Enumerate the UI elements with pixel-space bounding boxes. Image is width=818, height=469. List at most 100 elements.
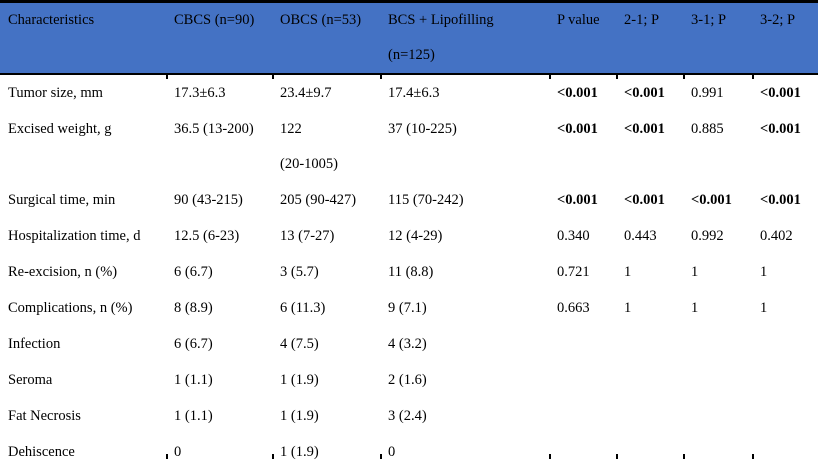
column-divider-tick	[683, 74, 685, 79]
p-3-2-cell	[752, 398, 818, 434]
obcs-value-cell: 4 (7.5)	[280, 336, 319, 352]
bcs-lipofilling-value-cell: 0	[388, 444, 396, 460]
p-3-1-cell: 0.992	[691, 228, 724, 244]
table-row: Surgical time, min 90 (43-215) 205 (90-4…	[0, 182, 818, 218]
column-header-p-3-2: 3-2; P	[752, 1, 818, 75]
cbcs-value-cell: 1 (1.1)	[174, 372, 213, 388]
p-value-cell	[549, 398, 616, 434]
column-header-p-3-1: 3-1; P	[683, 1, 752, 75]
column-header-bcs-lipofilling: BCS + Lipofilling (n=125)	[380, 1, 549, 75]
obcs-value-cell: 122 (20-1005)	[280, 121, 338, 172]
bcs-lipofilling-value-cell: 37 (10-225)	[388, 121, 457, 137]
p-3-1-cell: 0.885	[691, 121, 724, 137]
table-row: Seroma 1 (1.1) 1 (1.9) 2 (1.6)	[0, 362, 818, 398]
bcs-lipofilling-value-cell: 11 (8.8)	[388, 264, 434, 280]
p-3-2-cell: 1	[760, 300, 768, 316]
header-row: Characteristics CBCS (n=90) OBCS (n=53) …	[0, 1, 818, 75]
p-3-1-cell: 0.991	[691, 85, 724, 101]
p-2-1-cell: <0.001	[624, 192, 665, 208]
table-row: Hospitalization time, d 12.5 (6-23) 13 (…	[0, 218, 818, 254]
table-body: Tumor size, mm 17.3±6.3 23.4±9.7 17.4±6.…	[0, 74, 818, 469]
p-3-1-cell: 1	[691, 300, 699, 316]
p-value-cell: 0.663	[557, 300, 590, 316]
p-3-1-cell	[683, 362, 752, 398]
row-label-cell: Infection	[8, 336, 61, 352]
p-2-1-cell	[616, 362, 683, 398]
column-divider-tick	[549, 454, 551, 459]
column-divider-tick	[752, 74, 754, 79]
table-row: Dehiscence 0 1 (1.9) 0	[0, 434, 818, 469]
obcs-value-cell: 6 (11.3)	[280, 300, 326, 316]
p-3-1-cell	[683, 434, 752, 469]
obcs-value-cell: 1 (1.9)	[280, 408, 319, 424]
p-3-1-cell	[683, 326, 752, 362]
column-divider-tick	[380, 454, 382, 459]
p-3-2-cell: 0.402	[760, 228, 793, 244]
row-label-cell: Hospitalization time, d	[8, 228, 141, 244]
table-row: Excised weight, g 36.5 (13-200) 122 (20-…	[0, 111, 818, 182]
column-header-characteristics: Characteristics	[0, 1, 166, 75]
row-label-cell: Surgical time, min	[8, 192, 116, 208]
p-2-1-cell	[616, 326, 683, 362]
row-label-cell: Seroma	[8, 372, 53, 388]
p-3-1-cell: <0.001	[691, 192, 732, 208]
p-2-1-cell	[616, 434, 683, 469]
p-2-1-cell: <0.001	[624, 85, 665, 101]
bcs-lipofilling-value-cell: 2 (1.6)	[388, 372, 427, 388]
column-divider-tick	[272, 454, 274, 459]
column-divider-tick	[166, 454, 168, 459]
p-3-2-cell	[752, 362, 818, 398]
p-2-1-cell: 1	[624, 264, 632, 280]
p-2-1-cell: <0.001	[624, 121, 665, 137]
p-2-1-cell	[616, 398, 683, 434]
p-3-2-cell: <0.001	[760, 85, 801, 101]
cbcs-value-cell: 90 (43-215)	[174, 192, 243, 208]
p-value-cell: <0.001	[557, 121, 598, 137]
table-row: Re-excision, n (%) 6 (6.7) 3 (5.7) 11 (8…	[0, 254, 818, 290]
p-2-1-cell: 1	[624, 300, 632, 316]
cbcs-value-cell: 12.5 (6-23)	[174, 228, 240, 244]
row-label-cell: Dehiscence	[8, 444, 75, 460]
table-row: Infection 6 (6.7) 4 (7.5) 4 (3.2)	[0, 326, 818, 362]
row-label-cell: Fat Necrosis	[8, 408, 81, 424]
column-header-p-value: P value	[549, 1, 616, 75]
p-value-cell	[549, 362, 616, 398]
row-label-cell: Complications, n (%)	[8, 300, 133, 316]
row-label-cell: Excised weight, g	[8, 121, 112, 137]
p-3-2-cell: <0.001	[760, 121, 801, 137]
column-header-cbcs: CBCS (n=90)	[166, 1, 272, 75]
p-value-cell: 0.340	[557, 228, 590, 244]
obcs-value-cell: 1 (1.9)	[280, 372, 319, 388]
column-divider-tick	[272, 74, 274, 79]
p-2-1-cell: 0.443	[624, 228, 657, 244]
cbcs-value-cell: 1 (1.1)	[174, 408, 213, 424]
p-value-cell: <0.001	[557, 192, 598, 208]
column-divider-tick	[683, 454, 685, 459]
bcs-lipofilling-value-cell: 17.4±6.3	[388, 85, 440, 101]
column-header-obcs: OBCS (n=53)	[272, 1, 380, 75]
obcs-value-cell: 1 (1.9)	[280, 444, 319, 460]
column-divider-tick	[616, 74, 618, 79]
column-divider-tick	[380, 74, 382, 79]
table-row: Fat Necrosis 1 (1.1) 1 (1.9) 3 (2.4)	[0, 398, 818, 434]
bcs-lipofilling-value-cell: 4 (3.2)	[388, 336, 427, 352]
table-header: Characteristics CBCS (n=90) OBCS (n=53) …	[0, 1, 818, 75]
bcs-lipofilling-value-cell: 115 (70-242)	[388, 192, 464, 208]
row-label-cell: Tumor size, mm	[8, 85, 103, 101]
cbcs-value-cell: 6 (6.7)	[174, 336, 213, 352]
row-label-cell: Re-excision, n (%)	[8, 264, 118, 280]
bcs-lipofilling-value-cell: 3 (2.4)	[388, 408, 427, 424]
p-3-2-cell: 1	[760, 264, 768, 280]
bcs-lipofilling-value-cell: 9 (7.1)	[388, 300, 427, 316]
column-divider-tick	[549, 74, 551, 79]
p-3-1-cell: 1	[691, 264, 699, 280]
bcs-lipofilling-value-cell: 12 (4-29)	[388, 228, 443, 244]
p-value-cell: <0.001	[557, 85, 598, 101]
column-divider-tick	[166, 74, 168, 79]
obcs-value-cell: 23.4±9.7	[280, 85, 332, 101]
p-value-cell: 0.721	[557, 264, 590, 280]
column-divider-tick	[616, 454, 618, 459]
table-row: Tumor size, mm 17.3±6.3 23.4±9.7 17.4±6.…	[0, 74, 818, 111]
